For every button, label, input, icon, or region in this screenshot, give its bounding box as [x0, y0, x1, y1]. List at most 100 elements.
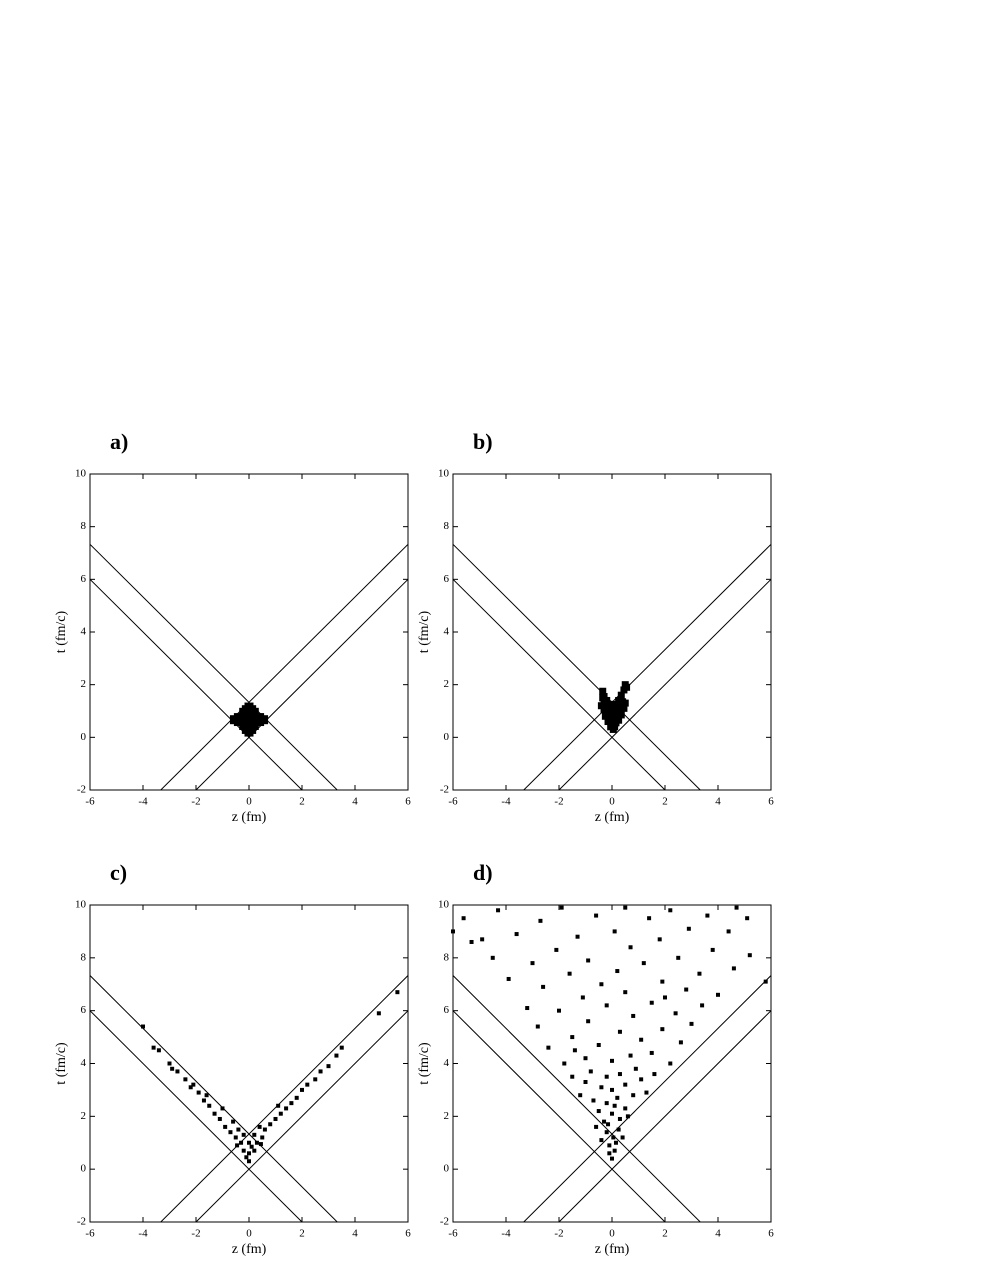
point [612, 929, 617, 934]
point [668, 908, 673, 913]
cone-line [453, 1010, 666, 1222]
x-tick-label: -4 [501, 796, 511, 808]
point [586, 958, 591, 963]
point [678, 1040, 683, 1045]
x-tick-label: 0 [609, 1228, 615, 1240]
x-tick-label: 0 [246, 1228, 252, 1240]
point [607, 1151, 612, 1156]
point [615, 716, 623, 724]
cone-line [558, 1010, 771, 1222]
point [604, 703, 612, 711]
point [257, 1124, 262, 1129]
point [247, 705, 257, 715]
point [604, 1074, 609, 1079]
cone-line [523, 975, 771, 1222]
x-tick-label: 4 [352, 796, 358, 808]
point [617, 1029, 622, 1034]
point [639, 1037, 644, 1042]
point [318, 1069, 323, 1074]
y-tick-label: 4 [444, 1057, 450, 1069]
point [289, 1101, 294, 1106]
point [228, 1130, 233, 1135]
x-tick-label: 6 [768, 796, 774, 808]
point [583, 1056, 588, 1061]
panel: a) -6 -4 -2 0 2 4 6 -2 0 2 4 6 8 10 z (fm) t (fm/c) [54, 429, 411, 825]
point [506, 976, 511, 981]
point [700, 1003, 705, 1008]
point [570, 1074, 575, 1079]
x-axis-label: z (fm) [232, 1242, 267, 1257]
point [628, 1053, 633, 1058]
point [604, 708, 612, 716]
point [684, 987, 689, 992]
point [594, 1124, 599, 1129]
point [167, 1061, 172, 1066]
point [601, 712, 609, 720]
point [599, 1085, 604, 1090]
point [294, 1095, 299, 1100]
y-axis-label: t (fm/c) [54, 1042, 69, 1085]
point [745, 916, 750, 921]
point [196, 1090, 201, 1095]
point [170, 1066, 175, 1071]
point [538, 918, 543, 923]
cone-line [558, 578, 771, 790]
point [623, 1082, 628, 1087]
point [220, 1106, 225, 1111]
point [608, 704, 616, 712]
point [594, 913, 599, 918]
plot-frame [452, 904, 772, 1223]
point [252, 1148, 257, 1153]
point [260, 1135, 265, 1140]
panel-title: d) [473, 860, 493, 885]
x-tick-label: 6 [768, 1228, 774, 1240]
plot-frame [452, 473, 772, 791]
point [514, 932, 519, 937]
point [604, 718, 612, 726]
point [217, 1116, 222, 1121]
point [621, 699, 629, 707]
point [490, 955, 495, 960]
y-tick-label: -2 [77, 784, 86, 796]
point [496, 908, 501, 913]
point [609, 715, 617, 723]
point [610, 1111, 614, 1116]
point [575, 934, 580, 939]
y-tick-label: 8 [81, 520, 87, 532]
x-tick-label: 6 [405, 796, 411, 808]
point [254, 1140, 259, 1145]
point [305, 1082, 310, 1087]
x-tick-label: 0 [246, 796, 252, 808]
point [689, 1021, 694, 1026]
point [530, 961, 535, 966]
point [657, 937, 662, 942]
point [734, 905, 739, 910]
cone-line [90, 1010, 303, 1222]
point [649, 1000, 654, 1005]
point [395, 990, 400, 995]
point [609, 725, 617, 733]
point [647, 916, 652, 921]
point [546, 1045, 551, 1050]
x-axis-label: z (fm) [232, 810, 267, 825]
point [559, 905, 564, 910]
y-tick-label: -2 [77, 1216, 86, 1228]
point [207, 1103, 212, 1108]
point [183, 1077, 188, 1082]
point [599, 1138, 604, 1143]
point [578, 1093, 583, 1098]
y-tick-label: 4 [81, 626, 87, 638]
y-tick-label: 0 [444, 1163, 450, 1175]
point [620, 1135, 625, 1140]
point [339, 1045, 344, 1050]
point [249, 714, 259, 724]
point [615, 696, 623, 704]
point [599, 982, 604, 987]
point [239, 714, 249, 724]
x-axis-label: z (fm) [595, 1242, 630, 1257]
y-tick-label: 0 [81, 731, 87, 743]
y-tick-label: 6 [81, 1004, 87, 1016]
point [572, 1048, 577, 1053]
point [604, 1003, 609, 1008]
point [596, 1109, 601, 1114]
